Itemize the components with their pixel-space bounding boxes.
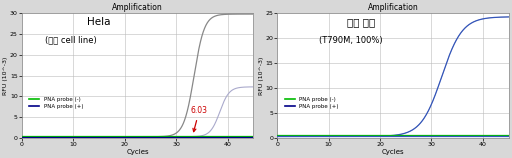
X-axis label: Cycles: Cycles bbox=[126, 149, 149, 155]
Title: Amplification: Amplification bbox=[112, 3, 163, 12]
Text: 6.03: 6.03 bbox=[191, 106, 208, 132]
Legend: PNA probe (-), PNA probe (+): PNA probe (-), PNA probe (+) bbox=[282, 95, 340, 111]
Legend: PNA probe (-), PNA probe (+): PNA probe (-), PNA probe (+) bbox=[27, 95, 86, 111]
Y-axis label: RFU (10^-3): RFU (10^-3) bbox=[4, 56, 9, 95]
X-axis label: Cycles: Cycles bbox=[381, 149, 404, 155]
Text: 합성 타겟: 합성 타겟 bbox=[347, 17, 375, 27]
Title: Amplification: Amplification bbox=[368, 3, 418, 12]
Text: Hela: Hela bbox=[87, 17, 110, 27]
Y-axis label: RFU (10^-3): RFU (10^-3) bbox=[259, 56, 264, 95]
Text: (정상 cell line): (정상 cell line) bbox=[45, 36, 97, 45]
Text: (T790M, 100%): (T790M, 100%) bbox=[319, 36, 382, 45]
